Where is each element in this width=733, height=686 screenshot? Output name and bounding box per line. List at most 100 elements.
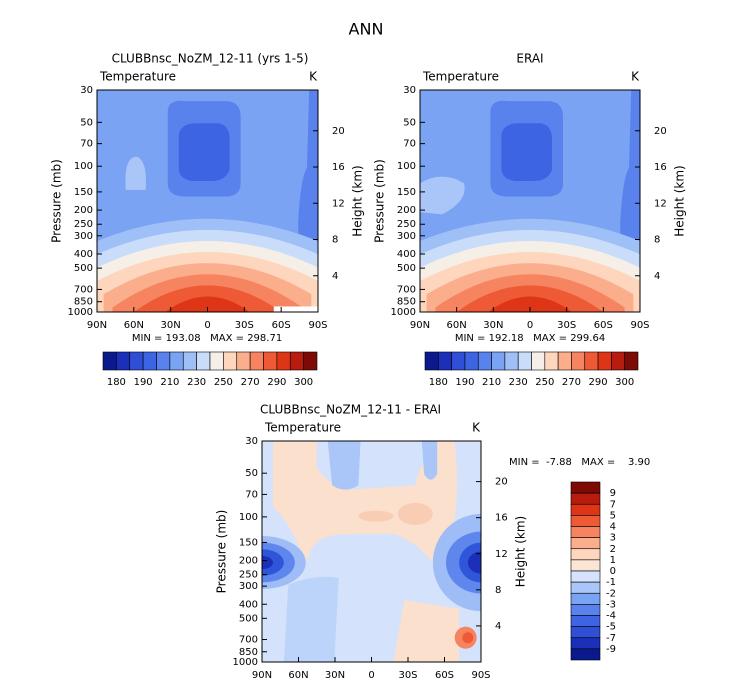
x-tick-label: 30S [235,320,254,331]
y-tick-label: 30 [403,85,416,96]
y2-tick-label: 20 [654,126,667,137]
colorbar-label: 290 [267,377,286,388]
x-tick-label: 60N [288,670,308,681]
colorbar-label: 290 [589,377,608,388]
y2-tick-label: 12 [495,549,508,560]
y-tick-label: 500 [74,263,93,274]
colorbar-box [570,515,601,527]
colorbar-box [236,351,251,371]
contour-fill [462,632,474,644]
colorbar-box [438,351,452,371]
y-tick-label: 700 [397,284,416,295]
y2-tick-label: 4 [495,621,501,632]
contour-fill [358,510,394,522]
colorbar-box [289,351,304,371]
y-tick-label: 150 [239,537,258,548]
y-tick-label: 850 [397,297,416,308]
y2-axis-label: Height (km) [673,165,687,236]
contour-field [262,441,481,662]
y2-tick-label: 12 [332,198,345,209]
contour-layer [262,441,481,662]
y-tick-label: 30 [80,85,93,96]
contour-fill [397,502,433,525]
colorbar-label: 3 [610,533,616,544]
y2-tick-label: 16 [495,513,508,524]
stats: MIN = -7.88 MAX = 3.90 [509,457,650,468]
y-tick-label: 200 [397,205,416,216]
panel-units: K [631,70,640,84]
contour-fill [283,576,339,662]
colorbar-box [424,351,439,371]
y-tick-label: 1000 [391,307,416,318]
figure-title: ANN [349,20,384,39]
colorbar-box [182,351,197,371]
x-tick-label: 60S [435,670,454,681]
colorbar-label: 210 [160,377,179,388]
stats: MIN = 192.18 MAX = 299.64 [455,333,605,344]
colorbar-label: 180 [107,377,126,388]
x-tick-label: 60N [124,320,144,331]
colorbar-box [156,351,171,371]
colorbar-box [570,526,601,538]
colorbar-label: 0 [610,566,616,577]
y-tick-label: 150 [397,187,416,198]
y-tick-label: 200 [239,556,258,567]
contour-fill [393,600,460,662]
x-tick-label: 30N [161,320,181,331]
x-tick-label: 30N [483,320,503,331]
colorbar-box [116,351,131,371]
x-tick-label: 30N [325,670,345,681]
colorbar-label: -3 [606,599,616,610]
y-tick-label: 30 [245,436,258,447]
x-tick-label: 60S [594,320,613,331]
contour-fill [273,306,318,312]
colorbar-box [491,351,506,371]
y-tick-label: 50 [245,468,258,479]
colorbar-box [570,559,601,572]
contour-fill [125,156,146,190]
colorbar-box [102,351,117,371]
contour-fill [467,551,481,574]
colorbar-box [570,503,601,516]
contour-fill [178,123,230,182]
colorbar-label: 5 [610,510,616,521]
colorbar-label: 300 [615,377,634,388]
colorbar-box [249,351,264,371]
colorbar-label: -1 [606,577,616,588]
colorbar-label: 270 [241,377,260,388]
contour-fill [272,441,457,574]
colorbar-label: 1 [610,555,616,566]
colorbar-label: 9 [610,488,616,499]
contour-fill [262,555,273,570]
y-tick-label: 100 [397,161,416,172]
contour-fill [420,176,465,215]
panel-title: CLUBBnsc_NoZM_12-11 - ERAI [260,403,441,417]
panel-subtitle: Temperature [264,421,341,435]
colorbar-box [276,351,291,371]
y-tick-label: 200 [74,205,93,216]
contour-layer [420,90,640,312]
colorbar-box [570,592,601,605]
colorbar-label: 250 [214,377,233,388]
colorbar-box [223,351,238,371]
colorbar-box [303,351,318,371]
contour-fill [421,441,438,480]
colorbar-label: 180 [429,377,448,388]
contour-fill [165,296,250,312]
y-tick-label: 400 [74,249,93,260]
colorbar-box [570,637,601,650]
y-tick-label: 1000 [233,657,258,668]
x-tick-label: 0 [204,320,210,331]
x-tick-label: 0 [368,670,374,681]
y-tick-label: 250 [74,219,93,230]
y2-axis-label: Height (km) [514,516,528,587]
colorbar-label: 250 [535,377,554,388]
colorbar-box [570,615,601,627]
y-tick-label: 250 [239,570,258,581]
colorbar-label: 4 [610,522,616,533]
y-tick-label: 700 [239,635,258,646]
colorbar-box [142,351,157,371]
y-tick-label: 50 [403,117,416,128]
x-tick-label: 30S [398,670,417,681]
y-tick-label: 50 [80,117,93,128]
